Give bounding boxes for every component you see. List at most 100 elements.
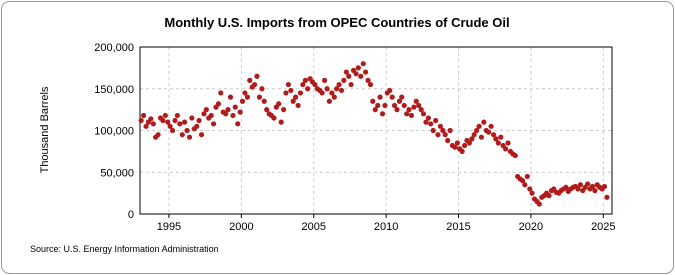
data-point [442,132,448,138]
data-point [377,94,383,100]
data-point [210,121,217,127]
data-point [165,119,171,125]
data-point [433,117,439,124]
data-point [293,94,299,100]
y-tick-label: 150,000 [94,84,134,96]
data-point [336,81,342,88]
data-point [360,61,366,67]
data-point [305,86,311,92]
data-point [169,127,176,134]
data-point [215,101,222,107]
data-point [259,86,265,92]
data-point [404,111,410,117]
data-point [179,132,185,138]
data-point [177,121,183,127]
data-point [389,94,395,100]
data-point [437,123,444,129]
data-point [370,98,376,104]
data-point [394,107,400,113]
data-point [184,127,190,134]
data-point [529,190,535,196]
data-point [585,181,591,187]
data-point [367,81,374,88]
data-point [254,73,260,79]
x-tick-label: 2010 [374,221,398,233]
data-point [481,119,487,125]
data-point [601,183,608,190]
data-point [471,132,477,138]
data-point [348,81,354,88]
data-point [592,188,598,194]
data-point [334,86,340,92]
data-point [355,65,361,71]
data-point [490,132,497,138]
data-point [218,90,224,96]
data-point [563,184,569,190]
data-point [546,193,552,199]
data-point [346,73,352,79]
plot-area [139,46,613,215]
data-point [194,123,200,129]
data-point [382,102,388,109]
data-point [505,140,511,146]
data-point [198,132,205,138]
data-point [512,152,518,159]
data-point [466,140,472,146]
data-point [519,178,526,184]
data-point [502,146,509,152]
data-point [312,81,318,88]
data-point [454,140,460,146]
data-point [495,140,501,146]
data-point [399,94,405,100]
data-point [281,107,287,113]
data-point [362,69,369,75]
data-point [285,81,292,88]
data-point [256,94,263,100]
data-point [375,102,381,109]
data-point [423,119,429,125]
data-point [372,107,378,113]
data-point [447,127,453,134]
data-point [430,127,436,134]
data-point [575,186,581,192]
data-point [203,107,209,113]
data-point [445,137,451,144]
y-axis-label: Thousand Barrels [39,86,51,173]
data-point [160,117,166,124]
data-point [493,136,499,142]
data-point [239,98,246,104]
data-point [155,132,161,138]
data-point [469,136,475,142]
data-point [174,112,180,119]
data-point [425,115,432,121]
data-point [143,123,149,129]
data-point [329,90,335,96]
data-point [172,117,178,124]
x-tick-label: 2005 [302,221,326,233]
data-point [295,102,301,109]
data-point [186,134,193,140]
data-point [428,121,434,127]
data-point [230,112,236,119]
data-point [148,116,154,122]
data-point [322,77,328,83]
data-point [181,119,188,125]
x-tick-label: 2000 [229,221,253,233]
y-tick-label: 100,000 [94,126,134,138]
data-point [379,111,386,117]
data-point [478,134,485,140]
data-point [416,102,422,109]
data-point [302,77,308,83]
data-point [396,98,403,104]
data-point [452,144,458,150]
data-point [604,194,610,200]
data-point [247,77,253,83]
data-point [235,121,241,127]
data-point [141,112,147,119]
x-tick-label: 2015 [446,221,470,233]
data-point [290,98,296,104]
data-point [297,90,304,96]
data-point [300,81,306,88]
data-point [261,98,267,104]
